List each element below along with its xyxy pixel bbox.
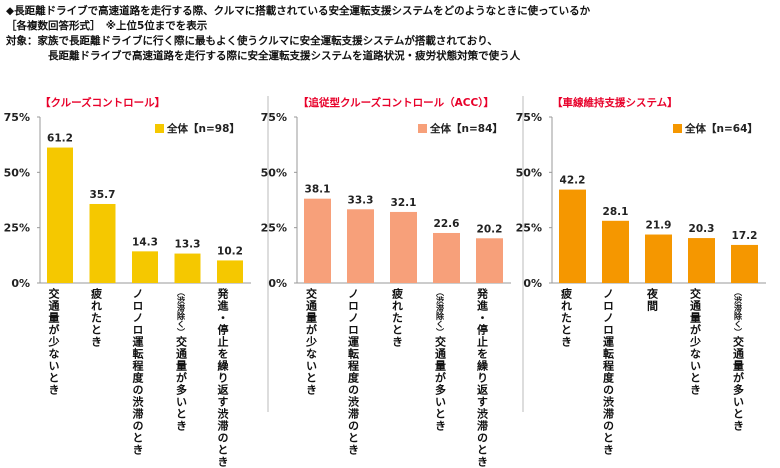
acc-tick-label: 25% [261,222,287,235]
panel-title-acc: 【追従型クルーズコントロール（ACC）】 [298,97,494,109]
survey-question: ◆長距離ドライブで高速道路を走行する際、クルマに搭載されている安全運転支援システ… [6,5,591,17]
target-description-line2: 長距離ドライブで高速道路を走行する際に安全運転支援システムを道路状況・疲労状態対… [48,50,521,62]
lane-value-label-1: 42.2 [560,175,586,187]
lane-category-label-5: （渋滞除く）交通量が多いとき [732,288,745,432]
lane-category-label-2: ノロノロ運転程度の渋滞のとき [602,288,615,456]
category-note: （渋滞除く） [176,288,186,336]
cruise-category-label-5: 発進・停止を繰り返す渋滞のとき [216,288,229,468]
cruise-bar-5 [217,260,243,283]
bar-charts: 75% 50% 25% 0% 61.2 35.7 14.3 13.3 10.2 全体【n=98】 7… [4,96,766,412]
cruise-legend-label: 全体【n=98】 [166,122,240,135]
category-text: 交通量が多いとき [174,336,188,432]
category-text: ノロノロ運転程度の渋滞のとき [346,288,360,456]
acc-tick-label: 75% [261,111,287,124]
cruise-value-label-3: 14.3 [132,236,158,248]
category-text: 疲れたとき [559,288,573,348]
lane-category-label-4: 交通量が少ないとき [689,288,702,416]
acc-bar-5 [476,238,503,283]
acc-tick-label: 50% [261,166,287,179]
cruise-bar-4 [174,253,201,283]
acc-category-label-5: 発進・停止を繰り返す渋滞のとき [476,288,489,468]
answer-format-note: ［各複数回答形式］ ※上位5位までを表示 [6,20,208,32]
acc-bar-2 [347,209,374,283]
category-text: 交通量が少ないとき [688,288,702,396]
category-text: ノロノロ運転程度の渋滞のとき [131,288,144,456]
category-text: 夜間 [645,288,659,312]
cruise-legend-swatch [155,124,164,133]
cruise-tick-label: 50% [4,166,30,179]
lane-legend-label: 全体【n=64】 [684,122,758,135]
acc-bar-3 [390,211,417,283]
category-text: 交通量が少ないとき [304,288,318,396]
lane-category-label-1: 疲れたとき [560,288,573,416]
lane-category-label-3: 夜間 [646,288,659,416]
acc-category-label-4: （渋滞除く）交通量が多いとき [434,288,447,432]
cruise-bar-3 [132,251,158,283]
lane-tick-label: 75% [516,111,542,124]
cruise-tick-label: 75% [4,111,30,124]
lane-value-label-5: 17.2 [732,230,758,242]
acc-value-label-3: 32.1 [391,197,417,209]
cruise-bar-2 [89,203,116,283]
acc-legend-label: 全体【n=84】 [429,122,503,135]
acc-category-label-1: 交通量が少ないとき [305,288,318,416]
lane-bar-3 [645,234,672,283]
lane-value-label-4: 20.3 [689,223,715,235]
acc-value-label-1: 38.1 [305,184,331,196]
lane-bar-1 [559,189,586,283]
lane-value-label-2: 28.1 [603,206,629,218]
category-text: 交通量が多いとき [433,336,447,432]
category-text: 交通量が少ないとき [47,288,60,396]
category-text: 交通量が多いとき [731,336,745,432]
panel-title-lane-keeping: 【車線維持支援システム】 [552,97,678,109]
cruise-category-label-4: （渋滞除く）交通量が多いとき [175,288,188,432]
category-text: 発進・停止を繰り返す渋滞のとき [216,288,229,468]
category-text: 疲れたとき [390,288,404,348]
acc-tick-label: 0% [268,277,287,290]
category-text: ノロノロ運転程度の渋滞のとき [601,288,615,456]
acc-legend-swatch [418,124,427,133]
acc-category-label-2: ノロノロ運転程度の渋滞のとき [347,288,360,456]
panel-title-cruise-control: 【クルーズコントロール】 [40,97,166,109]
lane-tick-label: 50% [516,166,542,179]
category-text: 疲れたとき [89,288,103,348]
lane-bar-4 [688,238,715,283]
lane-bar-2 [602,220,629,283]
lane-tick-label: 25% [516,222,542,235]
cruise-tick-label: 25% [4,222,30,235]
category-note: （渋滞除く） [733,288,743,336]
acc-bar-4 [433,232,460,283]
category-note: （渋滞除く） [435,288,445,336]
lane-tick-label: 0% [523,277,542,290]
cruise-tick-label: 0% [11,277,30,290]
target-description-line1: 対象：家族で長距離ドライブに行く際に最もよく使うクルマに安全運転支援システムが搭… [6,35,498,47]
acc-value-label-5: 20.2 [477,223,503,235]
cruise-value-label-2: 35.7 [90,189,116,201]
acc-value-label-2: 33.3 [348,194,374,206]
cruise-category-label-1: 交通量が少ないとき [47,288,60,416]
cruise-bar-1 [47,147,73,283]
acc-category-label-3: 疲れたとき [391,288,404,416]
cruise-value-label-1: 61.2 [47,133,73,145]
cruise-value-label-4: 13.3 [175,239,201,251]
cruise-category-label-2: 疲れたとき [90,288,103,416]
lane-bar-5 [731,244,758,283]
cruise-value-label-5: 10.2 [217,245,243,257]
lane-legend-swatch [673,124,682,133]
acc-value-label-4: 22.6 [434,218,460,230]
cruise-category-label-3: ノロノロ運転程度の渋滞のとき [131,288,144,456]
category-text: 発進・停止を繰り返す渋滞のとき [475,288,489,468]
lane-value-label-3: 21.9 [646,220,672,232]
acc-bar-1 [304,198,331,283]
